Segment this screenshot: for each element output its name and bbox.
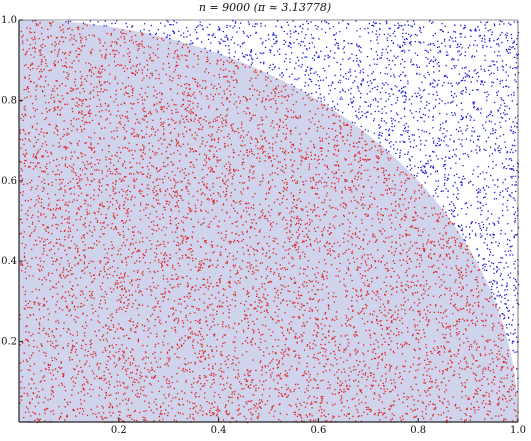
x-tick-label: 0.8 <box>410 425 426 436</box>
y-tick-label: 0.4 <box>1 256 17 267</box>
y-axis-ticks: 0.2 0.4 0.6 0.8 1.0 <box>1 15 23 348</box>
x-tick-label: 0.6 <box>310 425 326 436</box>
x-tick-label: 1.0 <box>510 425 526 436</box>
x-tick-label: 0.4 <box>211 425 227 436</box>
y-tick-label: 0.6 <box>1 176 17 187</box>
x-axis-ticks: 0.2 0.4 0.6 0.8 1.0 <box>111 418 526 436</box>
y-tick-label: 0.8 <box>1 95 17 106</box>
y-tick-label: 1.0 <box>1 15 17 26</box>
x-tick-label: 0.2 <box>111 425 127 436</box>
chart-title: n = 9000 (π ≈ 3.13778) <box>199 1 331 14</box>
y-tick-label: 0.2 <box>1 337 17 348</box>
